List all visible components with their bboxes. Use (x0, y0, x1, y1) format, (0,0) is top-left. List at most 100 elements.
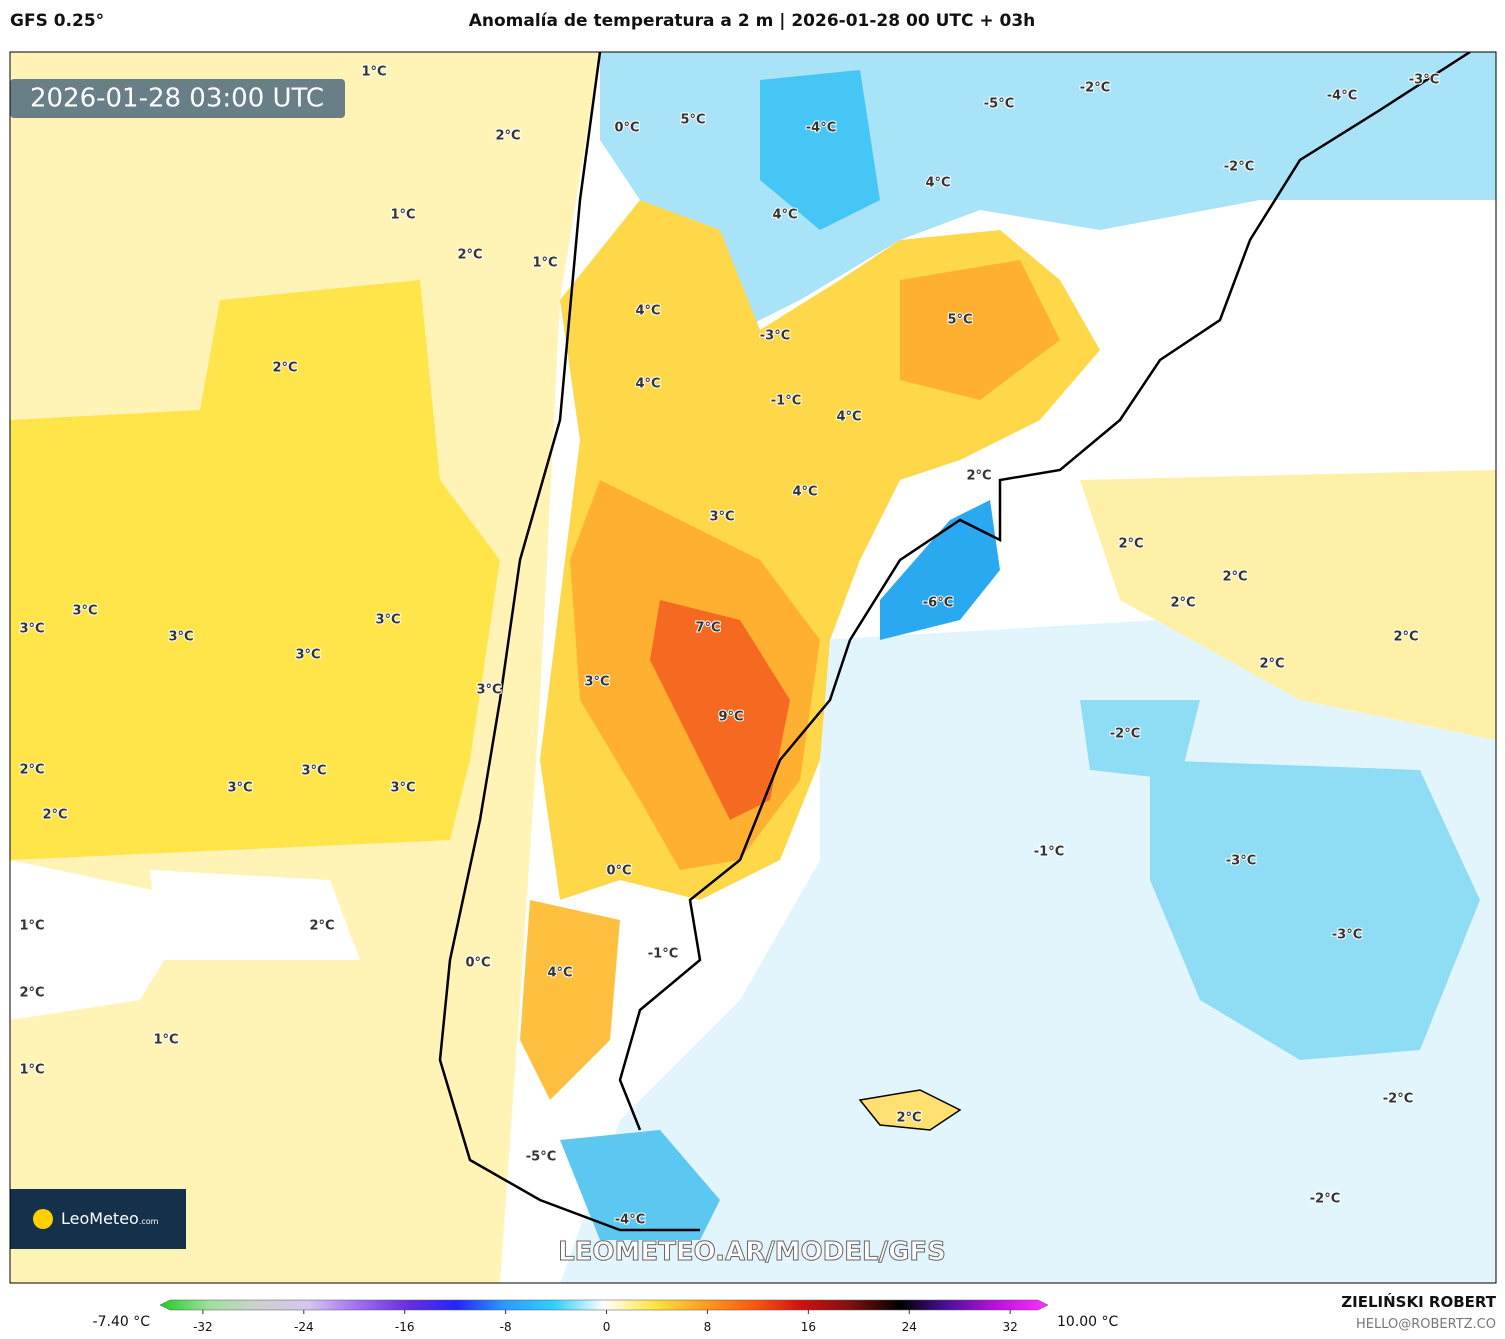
colorbar-tick-label: -16 (395, 1320, 415, 1334)
contour-label: -4°C (1327, 89, 1357, 104)
south-warm (520, 900, 620, 1100)
contour-label: 2°C (1393, 630, 1418, 645)
contour-label: 4°C (836, 410, 861, 425)
colorbar-tick-label: 16 (801, 1320, 816, 1334)
contour-label: 0°C (606, 864, 631, 879)
contour-label: 1°C (19, 1063, 44, 1078)
contour-label: 1°C (390, 208, 415, 223)
contour-label: 3°C (295, 648, 320, 663)
contour-label: 3°C (301, 764, 326, 779)
colorbar-tick-label: 32 (1003, 1320, 1018, 1334)
contour-label: 4°C (772, 208, 797, 223)
contour-label: 1°C (361, 65, 386, 80)
contour-label: -1°C (648, 947, 678, 962)
contour-label: 2°C (1170, 596, 1195, 611)
colorbar-tick-label: -32 (193, 1320, 213, 1334)
logo-name: LeoMeteo (61, 1209, 139, 1228)
contour-label: -5°C (984, 97, 1014, 112)
colorbar-tick-label: 24 (902, 1320, 917, 1334)
contour-label: 4°C (635, 304, 660, 319)
hot-core (650, 600, 790, 820)
contour-label: -3°C (760, 329, 790, 344)
contour-labels: 1°C 2°C 0°C 5°C -4°C -5°C -2°C -4°C -3°C 1°C 4°C 4°… (18, 64, 1440, 1229)
contour-label: -2°C (1310, 1192, 1340, 1207)
contour-label: 3°C (390, 781, 415, 796)
contour-label: 0°C (614, 121, 639, 136)
contour-label: 3°C (375, 613, 400, 628)
contour-label: -2°C (1080, 81, 1110, 96)
contour-label: 2°C (966, 469, 991, 484)
colorbar-tick-label: -8 (500, 1320, 512, 1334)
contour-label: 5°C (947, 313, 972, 328)
timestamp-box (10, 79, 345, 118)
logo-suffix: .com (139, 1217, 159, 1226)
contour-label: -2°C (1224, 160, 1254, 175)
contour-label: -3°C (1409, 73, 1439, 88)
contour-label: 2°C (309, 919, 334, 934)
contour-label: 2°C (1118, 537, 1143, 552)
north-cold-core (760, 70, 880, 230)
watermark: LEOMETEO.AR/MODEL/GFS (558, 1237, 946, 1267)
colorbar-min: -7.40 °C (93, 1314, 151, 1330)
islands (858, 1089, 962, 1131)
contour-label: 0°C (465, 956, 490, 971)
colorbar-tick-label: 8 (704, 1320, 712, 1334)
contour-label: -3°C (1226, 854, 1256, 869)
email: HELLO@ROBERTZ.CO (1356, 1317, 1496, 1332)
map-frame (9, 51, 1497, 1284)
colorbar (159, 1299, 1049, 1311)
contour-label: 3°C (227, 781, 252, 796)
contour-label: 2°C (19, 763, 44, 778)
contour-label: -4°C (615, 1213, 645, 1228)
contour-label: 3°C (476, 683, 501, 698)
contour-label: 2°C (457, 248, 482, 263)
model-label: GFS 0.25° (10, 11, 104, 31)
contour-label: 2°C (1222, 570, 1247, 585)
contour-label: 4°C (635, 377, 660, 392)
contour-label: 7°C (695, 621, 720, 636)
east-cool (1080, 700, 1480, 1060)
map: 1°C 2°C 0°C 5°C -4°C -5°C -2°C -4°C -3°C 1°C 4°C 4°… (10, 52, 1496, 1283)
contour-label: 2°C (42, 808, 67, 823)
east-warm (1080, 470, 1496, 740)
contour-label: 3°C (168, 630, 193, 645)
contour-label: 9°C (718, 710, 743, 725)
contour-label: 3°C (19, 622, 44, 637)
timestamp: 2026-01-28 03:00 UTC (30, 84, 324, 114)
logo-sun (33, 1209, 53, 1229)
contour-label: -2°C (1110, 727, 1140, 742)
south-cool (560, 1130, 720, 1240)
contour-label: 2°C (19, 986, 44, 1001)
contour-label: 1°C (153, 1033, 178, 1048)
contour-label: 4°C (547, 966, 572, 981)
contour-label: 1°C (532, 256, 557, 271)
contour-label: -1°C (1034, 845, 1064, 860)
logo: LeoMeteo.com (61, 1209, 159, 1228)
contour-label: 2°C (896, 1111, 921, 1126)
contour-label: 5°C (680, 113, 705, 128)
contour-label: 2°C (272, 361, 297, 376)
colorbar-ticks: -32 -24 -16 -8 0 8 16 24 32 (193, 1310, 1018, 1334)
contour-label: -2°C (1383, 1092, 1413, 1107)
cold-blob (880, 500, 1000, 640)
colorbar-tick-label: 0 (603, 1320, 611, 1334)
contour-label: 3°C (584, 675, 609, 690)
contour-label: 4°C (792, 485, 817, 500)
contour-label: -1°C (771, 394, 801, 409)
contour-label: -6°C (923, 596, 953, 611)
contour-label: 2°C (495, 129, 520, 144)
contour-label: 3°C (72, 604, 97, 619)
coastline (438, 52, 1471, 1232)
contour-label: -5°C (526, 1150, 556, 1165)
contour-label: 4°C (925, 176, 950, 191)
author: ZIELIŃSKI ROBERT (1341, 1292, 1496, 1311)
cool-patch (10, 860, 360, 1020)
contour-label: 1°C (19, 919, 44, 934)
colorbar-tick-label: -24 (294, 1320, 314, 1334)
warm-ocean (10, 280, 500, 860)
title: Anomalía de temperatura a 2 m | 2026-01-… (469, 11, 1036, 31)
contour-label: -3°C (1332, 928, 1362, 943)
contour-label: 3°C (709, 510, 734, 525)
